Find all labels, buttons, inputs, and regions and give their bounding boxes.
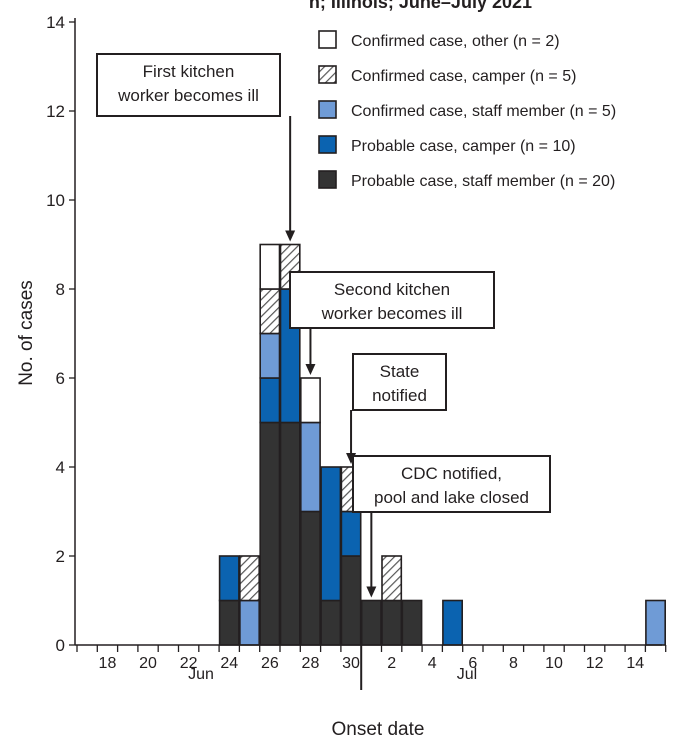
- y-axis-title: No. of cases: [16, 280, 37, 386]
- x-tick-label: 26: [261, 655, 279, 672]
- annotation-text: worker becomes ill: [117, 86, 259, 105]
- legend-label: Confirmed case, staff member (n = 5): [351, 103, 616, 120]
- x-tick-label: 20: [139, 655, 157, 672]
- legend-entry: Probable case, camper (n = 10): [318, 135, 576, 155]
- x-tick-label: 22: [180, 655, 198, 672]
- x-tick-label: 8: [509, 655, 518, 672]
- bar-segment: [320, 599, 342, 646]
- month-label-jun: Jun: [188, 666, 214, 683]
- annotation-text: pool and lake closed: [374, 488, 529, 507]
- x-tick-label: 24: [220, 655, 238, 672]
- annotation-callout: CDC notified, pool and lake closed: [352, 455, 551, 598]
- annotation-text: First kitchen: [143, 62, 235, 81]
- bar-segment: [340, 510, 362, 557]
- annotation-box: [352, 455, 551, 513]
- bar-segment: [259, 377, 281, 424]
- annotation-text: CDC notified,: [401, 464, 502, 483]
- legend-swatch: [318, 170, 337, 189]
- annotation-text: State: [380, 362, 420, 381]
- legend-label: Probable case, camper (n = 10): [351, 138, 576, 155]
- annotation-box: [289, 271, 495, 329]
- legend-swatch: [318, 135, 337, 154]
- y-tick-label: 6: [56, 369, 65, 388]
- y-tick-label: 2: [56, 547, 65, 566]
- bar-segment: [259, 332, 281, 379]
- chart-title: n; Illinois; June–July 2021: [309, 0, 532, 12]
- bar-segment: [299, 421, 321, 513]
- legend-label: Confirmed case, camper (n = 5): [351, 68, 576, 85]
- x-tick-label: 6: [468, 655, 477, 672]
- legend-swatch: [318, 65, 337, 84]
- bar-segment: [442, 599, 463, 646]
- x-tick-label: 28: [302, 655, 320, 672]
- bar-segment: [645, 599, 667, 646]
- legend-entry: Confirmed case, other (n = 2): [318, 30, 560, 50]
- y-tick-label: 0: [56, 636, 65, 655]
- annotation-arrow-head: [285, 230, 296, 242]
- legend-entry: Confirmed case, staff member (n = 5): [318, 100, 616, 120]
- bar-segment: [360, 599, 382, 646]
- annotation-text: Second kitchen: [334, 280, 450, 299]
- bar-segment: [340, 555, 362, 646]
- x-tick-label: 2: [387, 655, 396, 672]
- bar-segment: [239, 599, 260, 646]
- legend-label: Probable case, staff member (n = 20): [351, 173, 615, 190]
- month-label-jul: Jul: [457, 666, 477, 683]
- bar-segment: [259, 288, 281, 335]
- x-tick-label: 10: [545, 655, 563, 672]
- y-tick-label: 4: [56, 458, 65, 477]
- bar-segment: [299, 510, 321, 646]
- bar-segment: [401, 599, 423, 646]
- annotation-text: worker becomes ill: [321, 304, 463, 323]
- legend-swatch: [318, 30, 337, 49]
- y-tick-label: 10: [46, 191, 65, 210]
- bar-segment: [299, 377, 321, 424]
- y-tick-label: 14: [46, 13, 65, 32]
- bar-segment: [218, 599, 240, 646]
- bar-segment: [320, 466, 342, 602]
- legend-entry: Probable case, staff member (n = 20): [318, 170, 615, 190]
- x-tick-label: 12: [586, 655, 604, 672]
- bar-segment: [279, 421, 301, 646]
- bar-segment: [381, 555, 403, 602]
- bar-segment: [218, 555, 240, 602]
- y-tick-label: 8: [56, 280, 65, 299]
- bar-segment: [259, 421, 281, 646]
- bar-segment: [381, 599, 403, 646]
- x-tick-label: 4: [428, 655, 437, 672]
- legend-entry: Confirmed case, camper (n = 5): [318, 65, 576, 85]
- legend-swatch: [318, 100, 337, 119]
- legend-label: Confirmed case, other (n = 2): [351, 33, 560, 50]
- annotation-box: [96, 53, 281, 117]
- annotation-box: [352, 353, 447, 411]
- x-tick-label: 30: [342, 655, 360, 672]
- annotation-callout: State notified: [346, 353, 447, 464]
- x-axis-title: Onset date: [332, 719, 425, 740]
- y-tick-label: 12: [46, 102, 65, 121]
- x-tick-label: 18: [99, 655, 117, 672]
- bar-segment: [259, 243, 281, 290]
- annotation-arrow-head: [305, 364, 316, 375]
- x-tick-label: 14: [626, 655, 644, 672]
- annotation-callout: Second kitchen worker becomes ill: [289, 271, 495, 375]
- annotation-callout: First kitchen worker becomes ill: [96, 53, 296, 242]
- annotation-text: notified: [372, 386, 427, 405]
- bar-segment: [239, 555, 260, 602]
- annotation-arrow-head: [366, 586, 377, 598]
